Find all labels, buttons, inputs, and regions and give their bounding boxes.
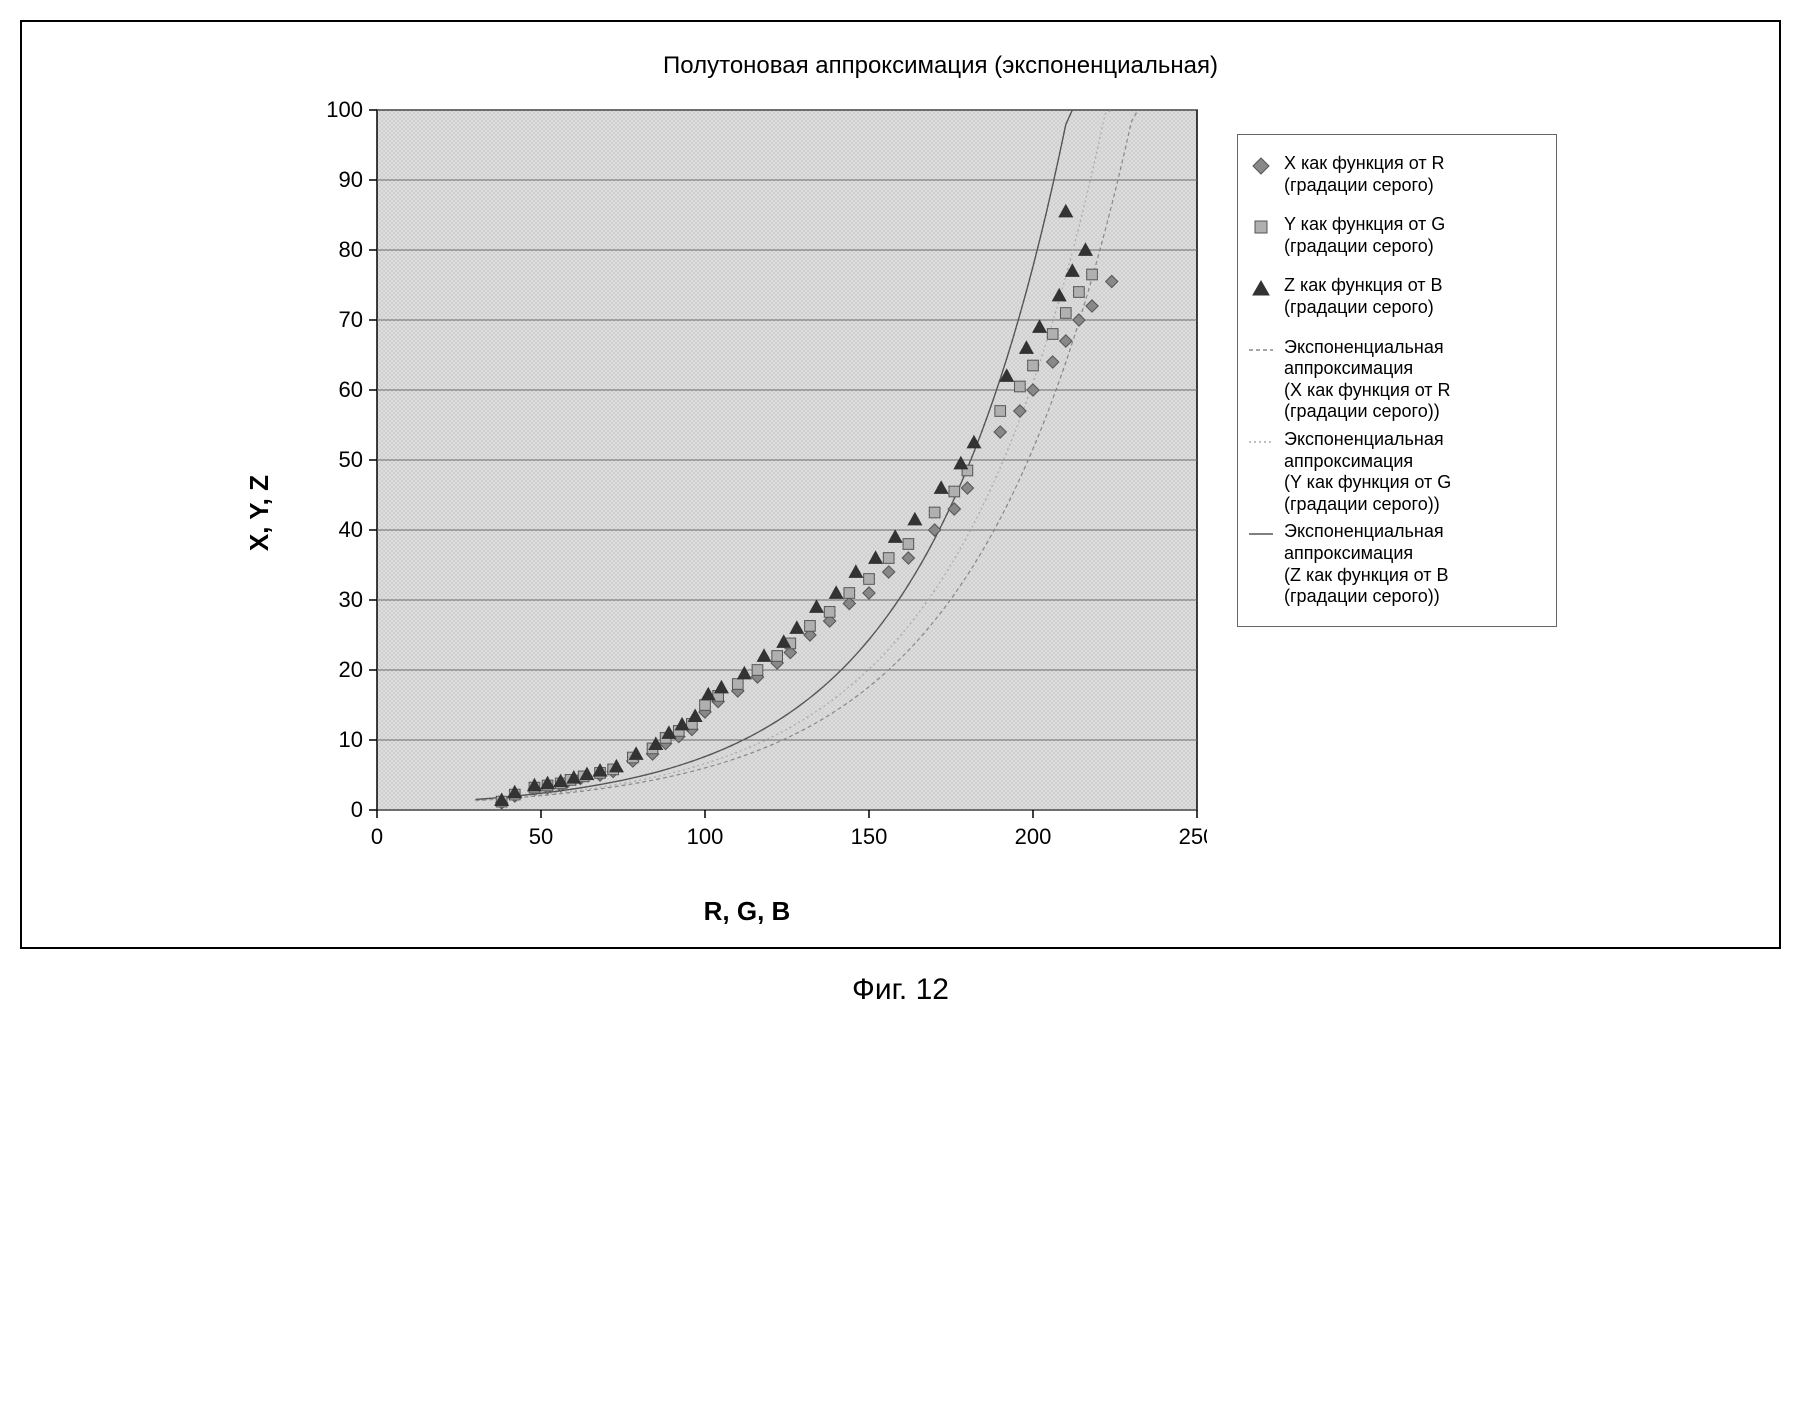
scatter-chart: 0 50 100 150 200 250 0 10 20 30 40 50 60 70 80 90 100	[287, 100, 1207, 880]
legend-text: Z как функция от B(градации серого)	[1284, 275, 1542, 318]
svg-text:80: 80	[339, 237, 363, 262]
svg-text:100: 100	[326, 100, 363, 122]
chart-row: X, Y, Z 0 50 100 150 200 250 0 10 20 30 40 50 60 70 80…	[42, 100, 1759, 927]
svg-text:0: 0	[371, 824, 383, 849]
legend-text: Экспоненциальнаяаппроксимация(Y как функ…	[1284, 429, 1542, 515]
chart-column: 0 50 100 150 200 250 0 10 20 30 40 50 60 70 80 90 100 R,…	[287, 100, 1207, 927]
legend-item-x_of_r: X как функция от R(градации серого)	[1248, 153, 1542, 196]
svg-text:100: 100	[687, 824, 724, 849]
svg-text:0: 0	[351, 797, 363, 822]
legend-line-icon	[1248, 339, 1274, 361]
figure-frame: Полутоновая аппроксимация (экспоненциаль…	[20, 20, 1781, 949]
legend-item-y_of_g: Y как функция от G(градации серого)	[1248, 214, 1542, 257]
svg-text:50: 50	[339, 447, 363, 472]
legend-marker-icon	[1248, 216, 1274, 238]
legend-text: X как функция от R(градации серого)	[1284, 153, 1542, 196]
legend-item-trend_x_r: Экспоненциальнаяаппроксимация(X как функ…	[1248, 337, 1542, 423]
chart-title: Полутоновая аппроксимация (экспоненциаль…	[663, 52, 1218, 80]
svg-text:40: 40	[339, 517, 363, 542]
svg-text:10: 10	[339, 727, 363, 752]
svg-text:150: 150	[851, 824, 888, 849]
svg-text:250: 250	[1179, 824, 1207, 849]
svg-text:70: 70	[339, 307, 363, 332]
chart-wrap: X, Y, Z 0 50 100 150 200 250 0 10 20 30 40 50 60 70 80…	[244, 100, 1207, 927]
legend-text: Экспоненциальнаяаппроксимация(Z как функ…	[1284, 521, 1542, 607]
legend-line-icon	[1248, 523, 1274, 545]
y-axis-label: X, Y, Z	[244, 475, 275, 551]
svg-text:30: 30	[339, 587, 363, 612]
legend-item-trend_z_b: Экспоненциальнаяаппроксимация(Z как функ…	[1248, 521, 1542, 607]
svg-text:90: 90	[339, 167, 363, 192]
svg-text:50: 50	[529, 824, 553, 849]
legend: X как функция от R(градации серого) Y как…	[1237, 134, 1557, 627]
x-axis-label: R, G, B	[704, 896, 791, 927]
legend-item-z_of_b: Z как функция от B(градации серого)	[1248, 275, 1542, 318]
legend-text: Экспоненциальнаяаппроксимация(X как функ…	[1284, 337, 1542, 423]
legend-line-icon	[1248, 431, 1274, 453]
svg-text:200: 200	[1015, 824, 1052, 849]
figure-caption: Фиг. 12	[20, 973, 1781, 1007]
legend-text: Y как функция от G(градации серого)	[1284, 214, 1542, 257]
legend-marker-icon	[1248, 277, 1274, 299]
legend-marker-icon	[1248, 155, 1274, 177]
svg-text:20: 20	[339, 657, 363, 682]
svg-text:60: 60	[339, 377, 363, 402]
legend-item-trend_y_g: Экспоненциальнаяаппроксимация(Y как функ…	[1248, 429, 1542, 515]
